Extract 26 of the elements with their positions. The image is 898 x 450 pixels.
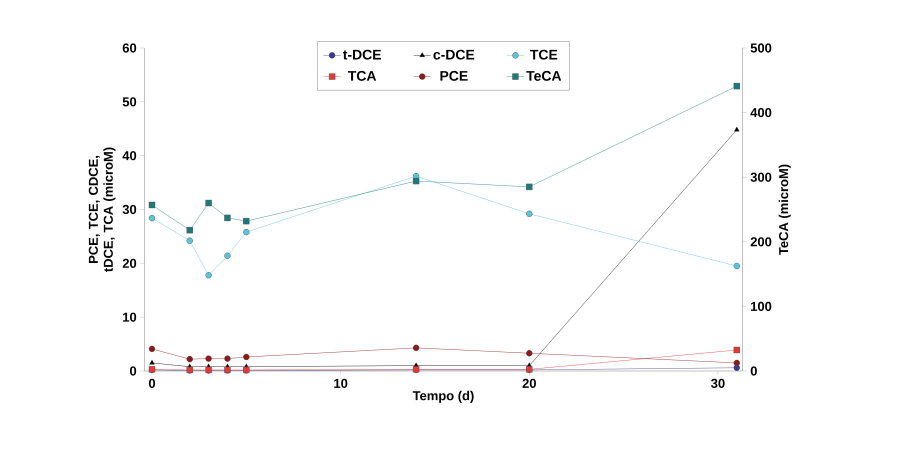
y-tick-label: 50 bbox=[122, 97, 136, 106]
y-axis-title: PCE, TCE, CDCE, tDCE, TCA (microM) bbox=[88, 148, 116, 272]
y2-tick-label: 300 bbox=[750, 172, 772, 182]
x-tick-label: 30 bbox=[711, 378, 725, 388]
y2-tick-label: 400 bbox=[750, 108, 772, 118]
y-tick-label: 60 bbox=[122, 43, 136, 53]
x-axis-title: Tempo (d) bbox=[412, 390, 474, 403]
legend-label: TCE bbox=[530, 50, 558, 60]
y-tick-label: 40 bbox=[122, 151, 136, 160]
y-tick-label: 10 bbox=[123, 312, 136, 322]
y2-axis-title: TeCA (microM) bbox=[778, 164, 791, 255]
y-tick-label: 0 bbox=[130, 366, 136, 376]
y2-tick-label: 0 bbox=[750, 366, 757, 376]
y2-tick-label: 500 bbox=[750, 43, 772, 53]
x-tick-label: 10 bbox=[334, 378, 348, 388]
y-tick-label: 20 bbox=[122, 258, 136, 268]
y2-tick-label: 100 bbox=[751, 302, 772, 311]
y-tick-label: 30 bbox=[122, 204, 136, 214]
legend-label: t-DCE bbox=[342, 50, 381, 60]
y2-tick-label: 200 bbox=[750, 237, 772, 246]
x-tick-label: 20 bbox=[522, 378, 536, 388]
legend-label: c-DCE bbox=[433, 50, 474, 60]
x-tick-label: 0 bbox=[148, 378, 156, 388]
legend-label: TeCA bbox=[526, 70, 562, 81]
legend-label: PCE bbox=[440, 70, 468, 81]
legend-label: TCA bbox=[348, 70, 376, 81]
